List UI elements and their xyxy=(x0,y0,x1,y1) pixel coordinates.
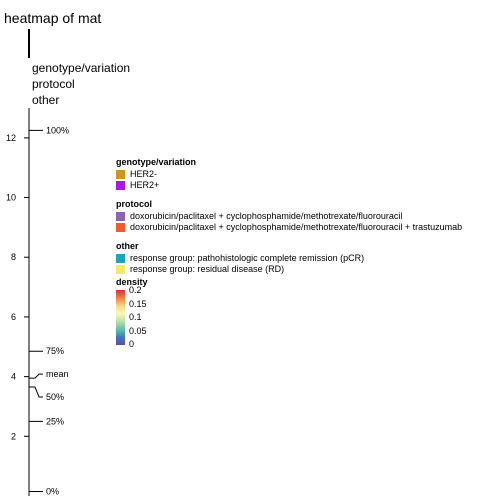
legend-title-1: protocol xyxy=(116,199,152,209)
legend-label: response group: pathohistologic complete… xyxy=(130,253,365,263)
legend-label: HER2+ xyxy=(130,180,160,190)
density-color-bar xyxy=(116,290,125,345)
annotation-label-genotype: genotype/variation xyxy=(32,61,131,75)
legend-label: doxorubicin/paclitaxel + cyclophosphamid… xyxy=(130,211,403,221)
y-tick-label-8: 8 xyxy=(11,252,16,262)
legend-title-2: other xyxy=(116,241,139,251)
legend-swatch xyxy=(116,181,125,190)
y-tick-label-6: 6 xyxy=(11,312,16,322)
density-tick-label: 0 xyxy=(129,339,135,349)
legend-swatch xyxy=(116,265,125,274)
legend-label: doxorubicin/paclitaxel + cyclophosphamid… xyxy=(130,222,463,232)
y-tick-label-12: 12 xyxy=(6,133,16,143)
density-tick-label: 0.1 xyxy=(129,312,142,322)
summary-label-5: 0% xyxy=(46,487,59,497)
summary-label-3: 50% xyxy=(46,392,64,402)
legend-title-0: genotype/variation xyxy=(116,157,197,167)
legend-label: response group: residual disease (RD) xyxy=(130,264,285,274)
density-tick-label: 0.2 xyxy=(129,285,142,295)
annotation-label-protocol: protocol xyxy=(32,77,75,91)
summary-marker-2 xyxy=(29,373,43,379)
legend-swatch xyxy=(116,170,125,179)
density-tick-label: 0.05 xyxy=(129,325,147,336)
legend-swatch xyxy=(116,254,125,263)
legend-label: HER2- xyxy=(130,169,158,179)
density-tick-label: 0.15 xyxy=(129,298,147,309)
density-legend-title: density xyxy=(116,277,148,287)
page-title: heatmap of mat xyxy=(4,10,102,26)
summary-label-1: 75% xyxy=(46,346,64,356)
legend-swatch xyxy=(116,212,125,221)
plot-area: 2 4 6 8 10 12 100% 75% mean 50% 25% 0% xyxy=(6,108,69,497)
legend-swatch xyxy=(116,223,125,232)
summary-label-2: mean xyxy=(46,369,69,379)
annotation-label-other: other xyxy=(32,93,60,107)
summary-label-4: 25% xyxy=(46,416,64,426)
y-tick-label-4: 4 xyxy=(11,372,16,382)
summary-label-0: 100% xyxy=(46,125,69,135)
summary-marker-3 xyxy=(29,386,43,398)
y-tick-label-2: 2 xyxy=(11,431,16,441)
y-tick-label-10: 10 xyxy=(6,193,16,203)
